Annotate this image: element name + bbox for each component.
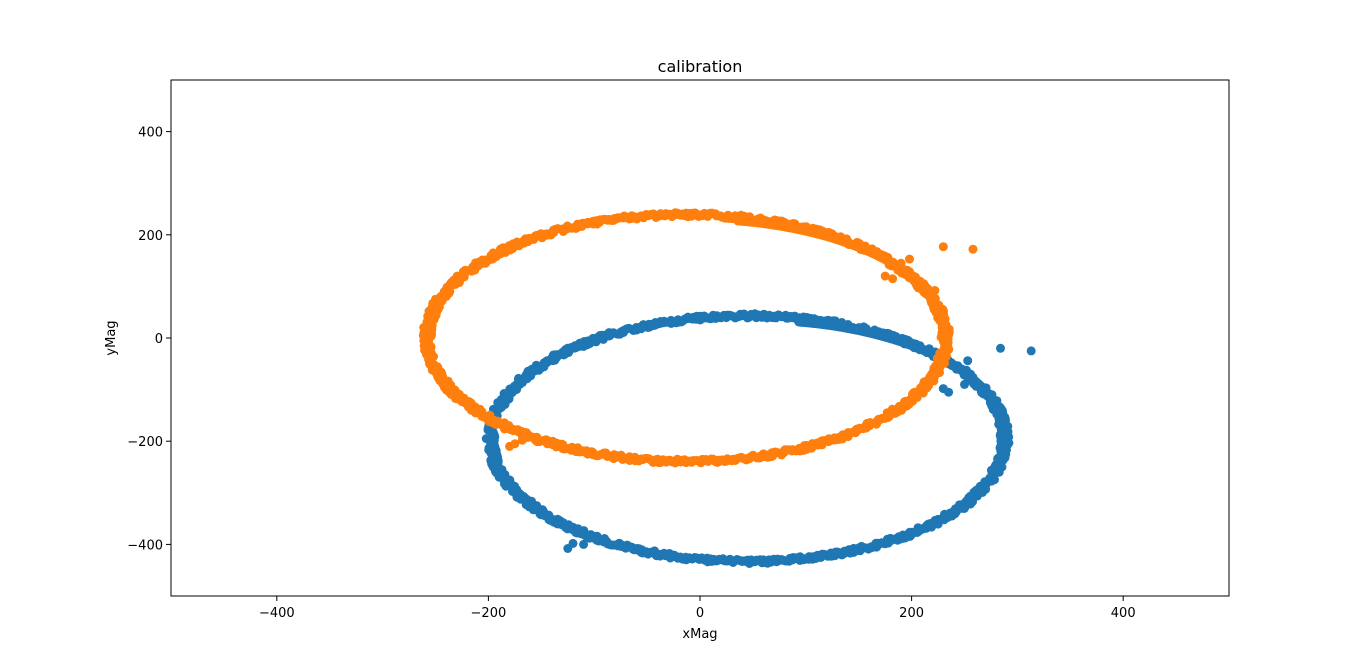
scatter-points: [418, 208, 1036, 568]
scatter-point: [968, 244, 978, 254]
scatter-point: [501, 481, 511, 491]
scatter-point: [888, 274, 898, 284]
scatter-point: [905, 254, 914, 264]
y-tick-label: −400: [127, 538, 163, 553]
plot-area: [171, 80, 1229, 596]
scatter-point: [963, 356, 973, 366]
y-tick-label: 400: [138, 126, 163, 141]
scatter-point: [517, 435, 527, 445]
scatter-point: [733, 216, 743, 226]
scatter-point: [943, 334, 953, 344]
scatter-point: [949, 360, 959, 370]
x-tick-label: −400: [259, 606, 295, 621]
y-axis-label: yMag: [104, 320, 119, 355]
scatter-point: [880, 271, 890, 281]
x-tick-label: 200: [899, 606, 924, 621]
scatter-point: [996, 343, 1005, 353]
x-axis-ticks: −400 −200 0 200 400: [259, 596, 1136, 621]
x-tick-label: 0: [696, 606, 704, 621]
scatter-point: [896, 258, 906, 268]
scatter-point: [960, 379, 969, 389]
scatter-point: [510, 439, 520, 449]
scatter-point: [579, 539, 589, 549]
scatter-point: [999, 435, 1009, 444]
scatter-point: [972, 378, 982, 388]
scatter-point: [938, 242, 948, 252]
x-tick-label: −200: [471, 606, 507, 621]
x-tick-label: 400: [1111, 606, 1136, 621]
scatter-point: [563, 544, 573, 553]
scatter-point: [938, 384, 948, 394]
y-axis-ticks: −400 −200 0 200 400: [127, 126, 171, 553]
y-tick-label: 0: [155, 332, 163, 347]
scatter-point: [987, 390, 997, 400]
chart-title: calibration: [658, 57, 743, 76]
y-tick-label: 200: [138, 229, 163, 244]
scatter-point: [794, 317, 804, 327]
y-tick-label: −200: [127, 435, 163, 450]
scatter-point: [930, 286, 940, 295]
scatter-point: [920, 281, 930, 291]
x-axis-label: xMag: [682, 627, 717, 642]
scatter-point: [1026, 346, 1036, 356]
